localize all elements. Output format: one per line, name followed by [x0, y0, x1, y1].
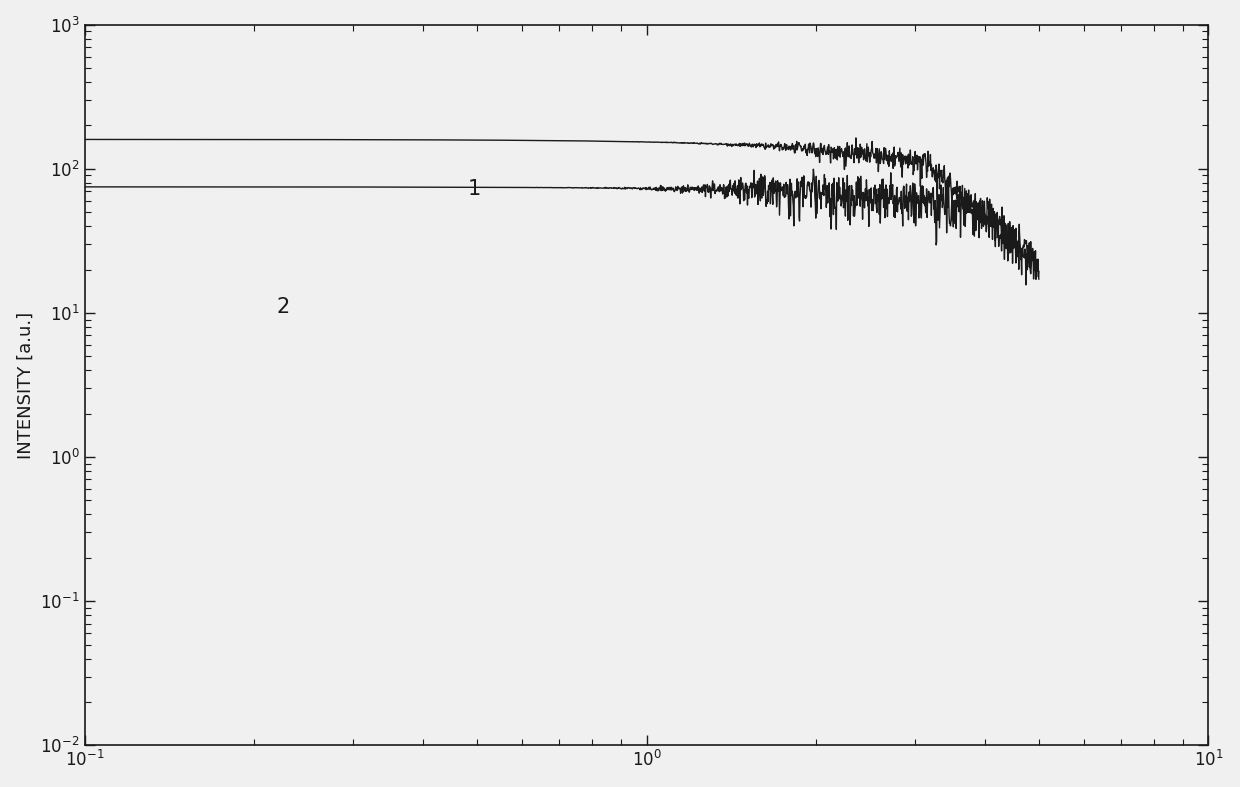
Y-axis label: INTENSITY [a.u.]: INTENSITY [a.u.] [16, 312, 35, 459]
Text: 2: 2 [277, 297, 290, 317]
Text: 1: 1 [467, 179, 481, 199]
